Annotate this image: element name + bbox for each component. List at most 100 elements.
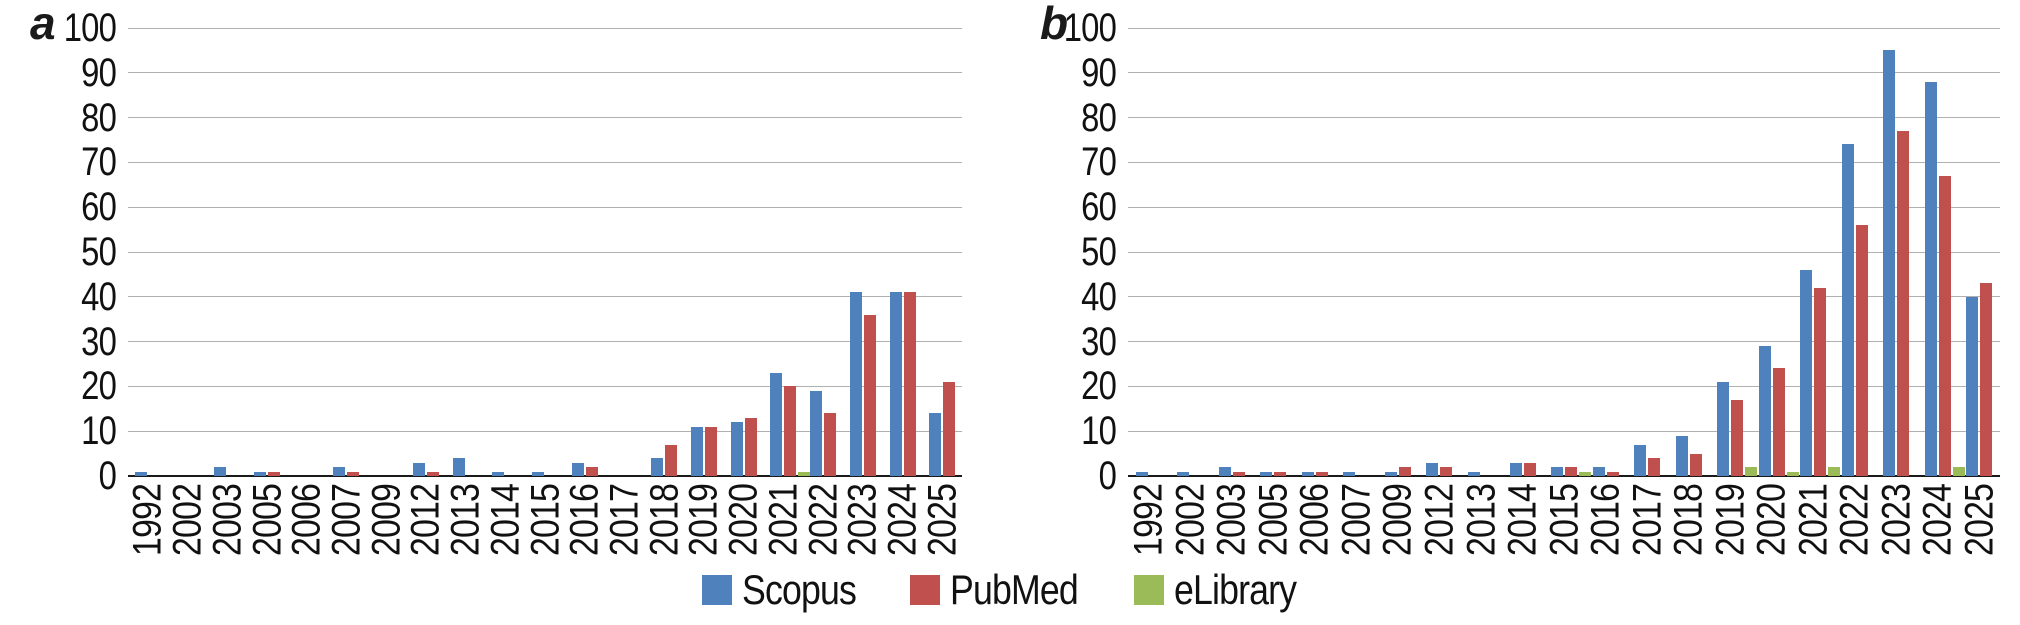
legend-label-scopus: Scopus: [741, 565, 857, 613]
x-axis-label-text: 2006: [284, 483, 329, 557]
bar-pubmed-2012: [1440, 467, 1453, 476]
bar-pubmed-2017: [1648, 458, 1661, 476]
bar-scopus-2020: [730, 422, 743, 476]
x-axis-label-2020: 2020: [722, 478, 766, 573]
y-axis-tick-label-30: 30: [81, 319, 117, 364]
x-axis-label-2006: 2006: [284, 478, 329, 573]
x-axis-label-2005: 2005: [1251, 478, 1295, 573]
x-axis-label-2003: 2003: [1210, 478, 1254, 573]
category-group-2017: 2017: [1625, 28, 1669, 556]
category-group-2022: 2022: [801, 28, 845, 556]
bar-scopus-2009: [1384, 471, 1397, 476]
x-axis-label-2018: 2018: [642, 478, 686, 573]
x-axis-label-2015: 2015: [1542, 478, 1586, 573]
bar-pubmed-2025: [1980, 283, 1993, 476]
bar-scopus-2020: [1758, 346, 1771, 476]
bar-pubmed-2003: [1232, 471, 1245, 476]
category-group-2021: 2021: [761, 28, 811, 556]
category-group-2003: 2003: [1210, 28, 1254, 556]
bar-scopus-2024: [1924, 81, 1937, 476]
bar-scopus-2023: [1883, 50, 1896, 476]
gridline-10: [1128, 430, 2000, 432]
x-axis-label-2025: 2025: [920, 478, 964, 573]
x-axis-label-2016: 2016: [563, 478, 607, 573]
gridline-30: [1128, 341, 2000, 343]
category-group-2018: 2018: [1667, 28, 1711, 556]
bar-groups: 1992 2002 2003 2005 2006 2007 2009 2012 2013 2014…: [1127, 28, 2001, 556]
x-axis-label-text: 2020: [1749, 483, 1794, 557]
x-axis-label-2012: 2012: [404, 478, 448, 573]
bar-pubmed-2022: [824, 413, 837, 476]
bar-scopus-2018: [1675, 435, 1688, 476]
x-axis-label-2017: 2017: [602, 478, 646, 573]
x-axis-label-text: 2023: [1874, 483, 1919, 557]
bar-scopus-2007: [1343, 471, 1356, 476]
y-axis-tick-label-100: 100: [1063, 6, 1117, 50]
x-axis-label-text: 2021: [761, 483, 806, 557]
x-axis-label-text: 1992: [125, 483, 170, 557]
x-axis-label-2023: 2023: [840, 478, 885, 573]
x-axis-label-2021: 2021: [761, 478, 806, 573]
x-axis-label-text: 2023: [840, 483, 885, 557]
bar-elibrary-2019: [1745, 467, 1758, 476]
bar-elibrary-2021: [1828, 467, 1841, 476]
bar-scopus-2018: [651, 458, 664, 476]
bar-pubmed-2021: [784, 386, 797, 476]
x-axis-label-text: 2002: [165, 483, 210, 557]
bar-pubmed-2007: [347, 471, 360, 476]
legend: Scopus PubMed eLibrary: [0, 562, 2020, 617]
category-group-2014: 2014: [483, 28, 527, 556]
x-axis-label-2022: 2022: [801, 478, 845, 573]
bar-elibrary-2020: [1786, 471, 1799, 476]
gridline-70: [1128, 161, 2000, 163]
bar-scopus-2013: [1468, 471, 1481, 476]
gridline-100: [128, 27, 962, 29]
y-axis-tick-label-20: 20: [1081, 364, 1117, 409]
bar-scopus-2007: [333, 467, 346, 476]
category-group-2006: 2006: [285, 28, 329, 556]
category-group-2005: 2005: [245, 28, 289, 556]
y-axis-tick-label-0: 0: [98, 454, 117, 498]
gridline-70: [128, 161, 962, 163]
x-axis-label-text: 2005: [245, 483, 290, 557]
category-group-2016: 2016: [1584, 28, 1628, 556]
category-group-2003: 2003: [205, 28, 249, 556]
bar-pubmed-2012: [426, 471, 439, 476]
category-group-2024: 2024: [881, 28, 925, 556]
x-axis-label-2019: 2019: [1708, 478, 1752, 573]
category-group-2007: 2007: [324, 28, 368, 556]
legend-label-elibrary: eLibrary: [1174, 565, 1297, 613]
bar-scopus-2016: [1592, 467, 1605, 476]
bar-scopus-2017: [1634, 444, 1647, 476]
x-axis-label-text: 2006: [1292, 483, 1337, 557]
bar-scopus-2024: [889, 292, 902, 476]
x-axis-label-text: 2009: [1375, 483, 1420, 557]
x-axis-label-text: 2013: [443, 483, 488, 557]
category-group-1992: 1992: [1127, 28, 1171, 556]
bar-groups: 1992 2002 2003 2005 2006 2007 2009 2012 2013 2014…: [126, 28, 964, 556]
category-group-2015: 2015: [1542, 28, 1592, 556]
x-axis-label-2002: 2002: [1168, 478, 1212, 573]
x-axis-label-2020: 2020: [1749, 478, 1794, 573]
legend-item-scopus: Scopus: [701, 565, 876, 613]
gridline-40: [128, 296, 962, 298]
x-axis-label-2013: 2013: [1459, 478, 1503, 573]
chart-panel-a: a 0 10 20 30 40 50 60 70 80 90 100 1992 2002 2003 2005…: [30, 0, 964, 556]
bar-pubmed-2019: [1731, 399, 1744, 476]
bar-scopus-2014: [1509, 462, 1522, 476]
y-axis-tick-label-50: 50: [81, 230, 117, 274]
x-axis-label-text: 2024: [880, 483, 925, 557]
bar-scopus-2012: [412, 462, 425, 476]
x-axis-label-2006: 2006: [1292, 478, 1337, 573]
bar-pubmed-2018: [1689, 453, 1702, 476]
category-group-1992: 1992: [126, 28, 170, 556]
category-group-2009: 2009: [1376, 28, 1420, 556]
bar-pubmed-2020: [1772, 368, 1785, 476]
gridline-60: [1128, 206, 2000, 208]
x-axis-label-2015: 2015: [523, 478, 567, 573]
bar-pubmed-2016: [585, 467, 598, 476]
bar-elibrary-2015: [1579, 471, 1592, 476]
category-group-2013: 2013: [1459, 28, 1503, 556]
bar-pubmed-2016: [1606, 471, 1619, 476]
y-axis-tick-label-60: 60: [81, 185, 117, 230]
